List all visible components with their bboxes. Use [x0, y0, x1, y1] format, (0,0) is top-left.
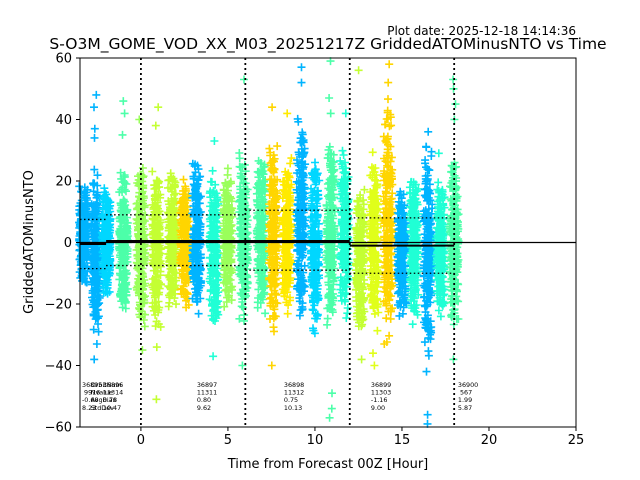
- data-point: [122, 187, 130, 196]
- data-point: [93, 305, 102, 314]
- data-point: [90, 355, 99, 364]
- data-point: [103, 281, 112, 290]
- data-point: [139, 172, 148, 181]
- data-point: [134, 181, 143, 190]
- data-point: [94, 287, 102, 296]
- data-point: [90, 124, 99, 133]
- point-column: [148, 103, 165, 404]
- data-point: [135, 115, 144, 124]
- data-point: [116, 264, 125, 272]
- data-point: [99, 197, 108, 206]
- data-point: [77, 188, 86, 197]
- data-point: [99, 216, 108, 225]
- data-point: [103, 195, 112, 204]
- data-point: [92, 190, 101, 199]
- data-point: [104, 202, 113, 211]
- data-point: [118, 282, 127, 291]
- data-point: [122, 225, 130, 234]
- data-point: [122, 270, 131, 279]
- data-point: [101, 265, 110, 274]
- data-point: [104, 260, 113, 269]
- data-point: [138, 218, 147, 227]
- point-column: [97, 184, 115, 298]
- data-point: [90, 257, 99, 266]
- data-point: [91, 270, 100, 278]
- data-point: [89, 325, 98, 334]
- data-point: [75, 182, 84, 191]
- data-point: [117, 260, 126, 269]
- data-point: [121, 252, 130, 261]
- point-column: [87, 90, 104, 364]
- data-point: [94, 327, 103, 336]
- data-point: [105, 226, 114, 234]
- chart-title: S-O3M_GOME_VOD_XX_M03_20251217Z GriddedA…: [49, 35, 606, 54]
- data-point: [120, 201, 129, 210]
- data-point: [116, 292, 125, 301]
- data-point: [138, 346, 147, 355]
- data-point: [148, 167, 157, 176]
- data-point: [118, 215, 127, 224]
- data-point: [119, 275, 128, 284]
- data-point: [117, 226, 126, 235]
- data-point: [102, 251, 110, 260]
- data-point: [119, 97, 128, 106]
- data-point: [140, 322, 149, 331]
- data-point: [99, 231, 108, 240]
- plot-date: Plot date: 2025-12-18 14:14:36: [387, 24, 576, 38]
- data-point: [123, 247, 132, 256]
- data-point: [89, 179, 98, 188]
- data-point: [82, 202, 91, 211]
- data-point: [132, 283, 141, 292]
- data-point: [92, 340, 101, 348]
- data-point: [80, 193, 89, 202]
- data-point: [121, 304, 130, 313]
- data-point: [90, 276, 99, 285]
- data-point: [90, 103, 98, 112]
- data-point: [104, 221, 112, 230]
- data-point: [76, 216, 85, 225]
- data-point: [120, 296, 129, 305]
- data-point: [136, 279, 144, 287]
- data-point: [137, 231, 146, 240]
- data-point: [89, 311, 98, 320]
- data-point: [137, 256, 146, 265]
- data-point: [135, 199, 144, 208]
- data-point: [120, 109, 129, 118]
- data-point: [151, 322, 160, 331]
- data-point: [138, 177, 147, 186]
- data-point: [91, 201, 100, 210]
- data-point: [92, 199, 101, 208]
- data-point: [101, 273, 110, 282]
- data-point: [117, 206, 126, 215]
- data-point: [77, 207, 86, 216]
- data-point: [117, 185, 126, 194]
- point-column: [115, 97, 132, 313]
- data-point: [118, 130, 127, 139]
- data-point: [93, 171, 102, 180]
- data-point: [90, 133, 99, 142]
- data-point: [93, 209, 102, 218]
- data-point: [103, 272, 111, 281]
- data-point: [119, 244, 127, 253]
- data-point: [77, 271, 86, 280]
- data-point: [138, 208, 147, 217]
- data-point: [92, 90, 101, 99]
- data-point: [117, 174, 126, 183]
- data-point: [90, 165, 99, 174]
- data-point: [90, 247, 99, 256]
- data-point: [119, 197, 128, 206]
